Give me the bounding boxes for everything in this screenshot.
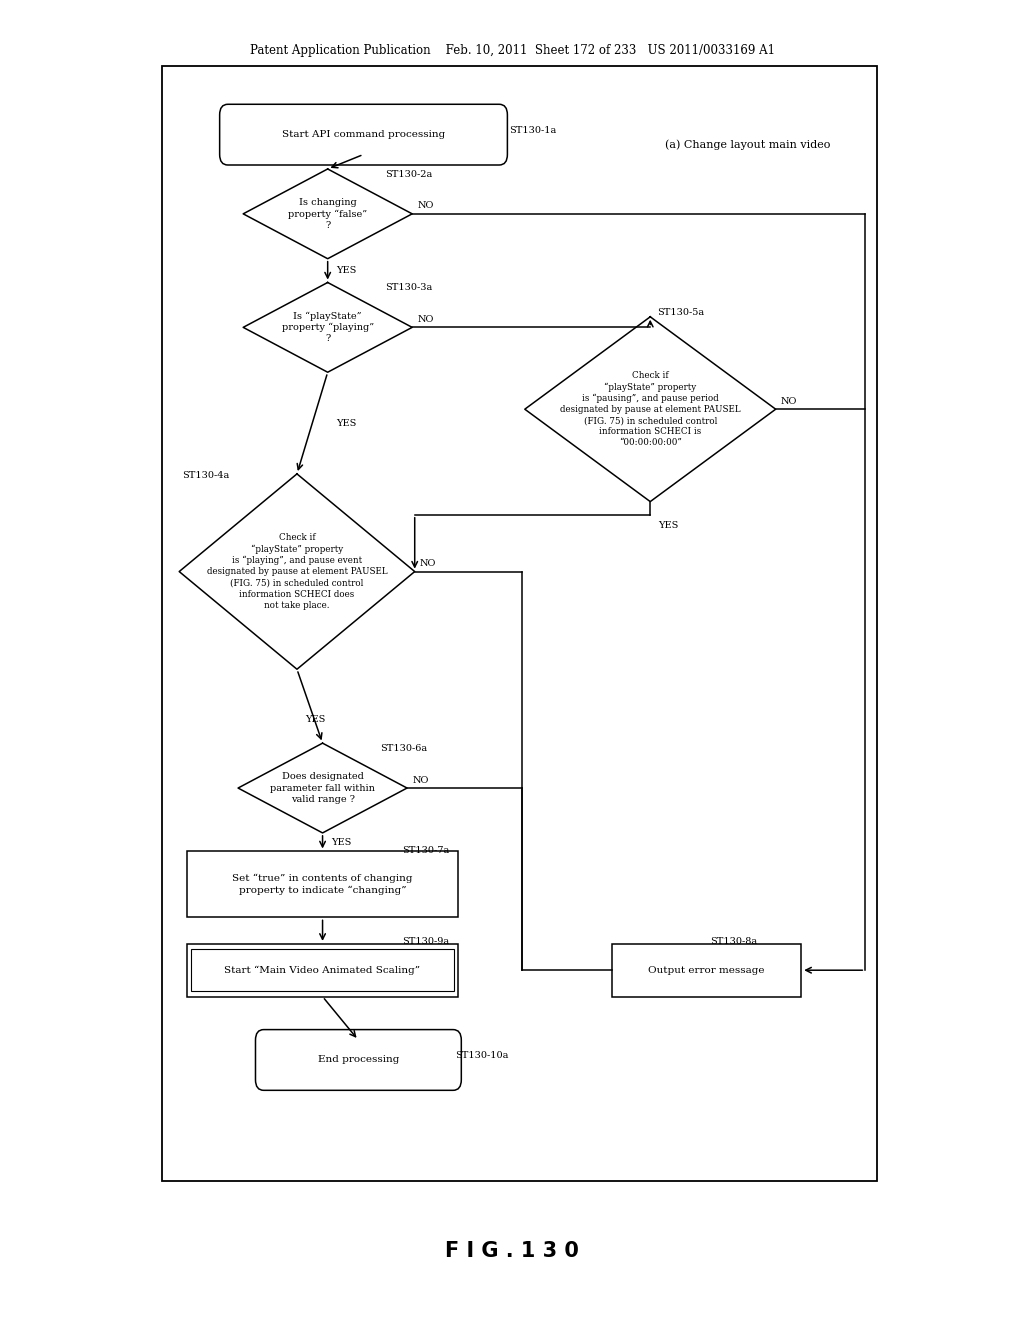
Text: NO: NO — [418, 315, 433, 323]
Text: Start “Main Video Animated Scaling”: Start “Main Video Animated Scaling” — [224, 965, 421, 975]
Text: Start API command processing: Start API command processing — [282, 131, 445, 139]
Text: NO: NO — [781, 397, 797, 405]
Text: YES: YES — [336, 267, 356, 275]
Text: ST130-7a: ST130-7a — [402, 846, 450, 854]
Text: YES: YES — [658, 521, 679, 529]
Text: Output error message: Output error message — [648, 966, 765, 974]
Text: ST130-5a: ST130-5a — [657, 309, 705, 317]
FancyBboxPatch shape — [219, 104, 508, 165]
Text: (a) Change layout main video: (a) Change layout main video — [665, 140, 830, 150]
Text: NO: NO — [420, 560, 436, 568]
Bar — [186, 944, 459, 997]
Text: YES: YES — [336, 418, 356, 428]
Text: ST130-6a: ST130-6a — [380, 744, 427, 752]
Text: ST130-3a: ST130-3a — [385, 284, 432, 292]
Text: ST130-4a: ST130-4a — [182, 471, 229, 479]
Text: ST130-10a: ST130-10a — [455, 1052, 508, 1060]
Text: ST130-1a: ST130-1a — [509, 127, 556, 135]
Bar — [190, 949, 455, 991]
Text: F I G . 1 3 0: F I G . 1 3 0 — [445, 1241, 579, 1262]
Text: Does designated
parameter fall within
valid range ?: Does designated parameter fall within va… — [270, 772, 375, 804]
Text: NO: NO — [418, 202, 433, 210]
Text: ST130-2a: ST130-2a — [385, 170, 432, 178]
Bar — [186, 851, 459, 917]
Text: Patent Application Publication    Feb. 10, 2011  Sheet 172 of 233   US 2011/0033: Patent Application Publication Feb. 10, … — [250, 44, 774, 57]
Text: NO: NO — [412, 776, 428, 784]
Text: End processing: End processing — [317, 1056, 399, 1064]
FancyBboxPatch shape — [255, 1030, 461, 1090]
Text: Set “true” in contents of changing
property to indicate “changing”: Set “true” in contents of changing prope… — [232, 874, 413, 895]
Bar — [162, 66, 877, 1181]
Text: Is “playState”
property “playing”
?: Is “playState” property “playing” ? — [282, 312, 374, 343]
Text: Check if
“playState” property
is “playing”, and pause event
designated by pause : Check if “playState” property is “playin… — [207, 533, 387, 610]
Text: Is changing
property “false”
?: Is changing property “false” ? — [288, 198, 368, 230]
Text: ST130-8a: ST130-8a — [710, 937, 757, 945]
Text: Check if
“playState” property
is “pausing”, and pause period
designated by pause: Check if “playState” property is “pausin… — [560, 371, 740, 447]
Text: YES: YES — [331, 838, 351, 846]
Text: ST130-9a: ST130-9a — [402, 937, 450, 945]
Bar — [611, 944, 801, 997]
Text: YES: YES — [305, 715, 326, 723]
